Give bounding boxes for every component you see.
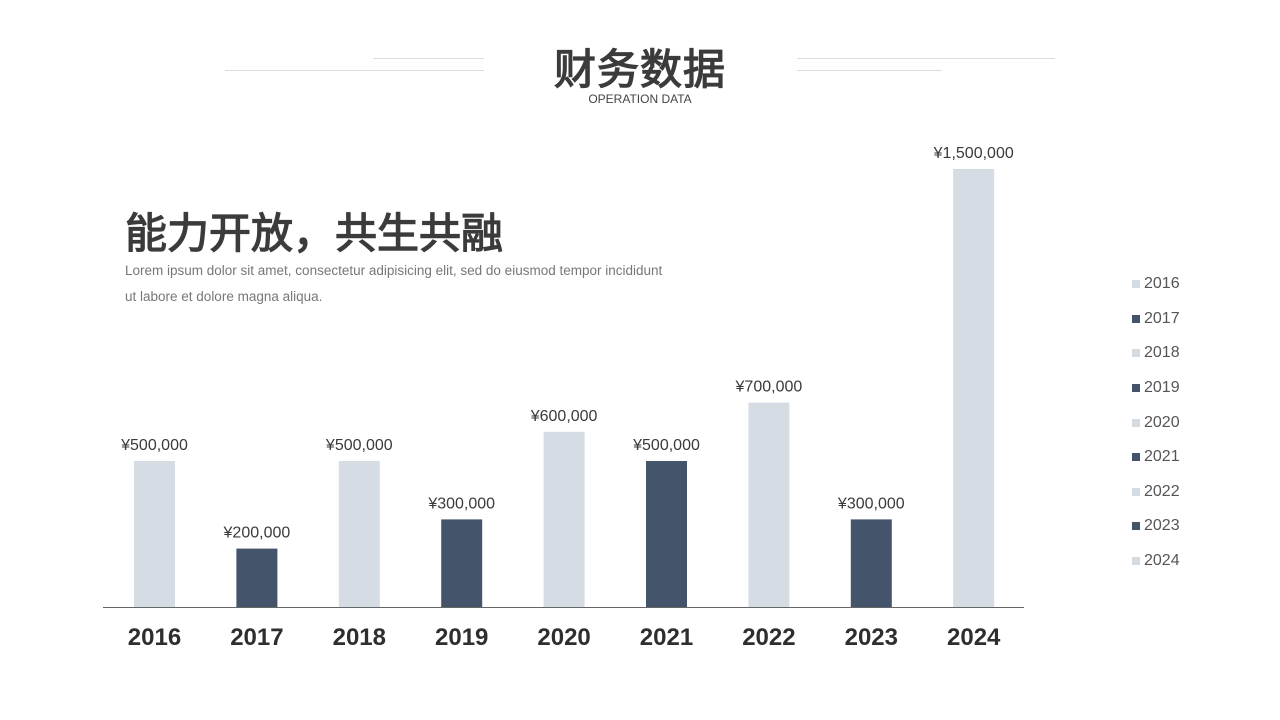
data-label-2022: ¥700,000	[735, 379, 803, 396]
bars-group	[134, 169, 995, 607]
legend-label: 2024	[1144, 552, 1180, 570]
header-line-left-lower	[225, 70, 484, 71]
bar-2018	[338, 461, 380, 607]
data-label-2024: ¥1,500,000	[933, 145, 1014, 162]
bar-2023	[850, 519, 892, 607]
header-line-left-upper	[373, 58, 484, 59]
bar-2019	[441, 519, 483, 607]
page-title: 财务数据	[553, 45, 726, 94]
legend-swatch	[1132, 487, 1140, 496]
legend-label: 2019	[1144, 379, 1180, 397]
legend-swatch	[1132, 384, 1140, 393]
legend-swatch	[1132, 453, 1140, 462]
data-label-2018: ¥500,000	[325, 437, 393, 454]
bar-2020	[543, 431, 585, 607]
header-line-right-upper	[797, 58, 1055, 59]
legend-swatch	[1132, 522, 1140, 531]
legend-swatch	[1132, 557, 1140, 566]
legend-swatch	[1132, 314, 1140, 323]
legend-item-2021: 2021	[1132, 440, 1180, 475]
legend-item-2018: 2018	[1132, 336, 1180, 371]
section-description: Lorem ipsum dolor sit amet, consectetur …	[125, 263, 663, 304]
legend-item-2024: 2024	[1132, 544, 1180, 579]
legend-label: 2020	[1144, 413, 1180, 431]
legend-label: 2016	[1144, 275, 1180, 293]
bar-2021	[646, 461, 687, 607]
bar-2017	[236, 548, 278, 607]
legend-item-2017: 2017	[1132, 302, 1180, 337]
page-subtitle: OPERATION DATA	[588, 92, 692, 106]
x-tick-label-2021: 2021	[640, 624, 693, 651]
legend-item-2016: 2016	[1132, 267, 1180, 302]
legend-label: 2023	[1144, 517, 1180, 535]
legend-item-2019: 2019	[1132, 371, 1180, 406]
data-label-2023: ¥300,000	[837, 495, 905, 512]
data-label-2021: ¥500,000	[632, 437, 700, 454]
legend-swatch	[1132, 349, 1140, 358]
x-tick-label-2017: 2017	[230, 624, 283, 651]
legend-label: 2018	[1144, 344, 1180, 362]
data-label-2016: ¥500,000	[120, 437, 188, 454]
x-tick-label-2018: 2018	[333, 624, 386, 651]
x-tick-label-2022: 2022	[742, 624, 795, 651]
x-tick-label-2023: 2023	[845, 624, 898, 651]
legend-label: 2021	[1144, 448, 1180, 466]
header-line-right-lower	[797, 70, 942, 71]
x-tick-label-2020: 2020	[537, 624, 590, 651]
labels-group: ¥500,000 2016 ¥200,000 2017 ¥500,000 2018 ¥300…	[120, 145, 1014, 651]
legend-item-2020: 2020	[1132, 405, 1180, 440]
legend-item-2023: 2023	[1132, 509, 1180, 544]
section-heading: 能力开放，共生共融	[125, 209, 504, 258]
x-tick-label-2019: 2019	[435, 624, 488, 651]
data-label-2017: ¥200,000	[223, 525, 291, 542]
x-tick-label-2016: 2016	[128, 624, 181, 651]
data-label-2019: ¥300,000	[427, 495, 495, 512]
legend-item-2022: 2022	[1132, 475, 1180, 510]
bar-2024	[953, 169, 995, 607]
bar-2016	[134, 461, 175, 607]
data-label-2020: ¥600,000	[530, 408, 598, 425]
legend-label: 2022	[1144, 482, 1180, 500]
bar-2022	[748, 402, 790, 607]
legend-swatch	[1132, 280, 1140, 289]
legend-label: 2017	[1144, 309, 1180, 327]
chart-legend: 2016 2017 2018 2019 2020 2021 2022 2023 2024	[1132, 267, 1180, 578]
legend-swatch	[1132, 418, 1140, 427]
x-tick-label-2024: 2024	[947, 624, 1001, 651]
